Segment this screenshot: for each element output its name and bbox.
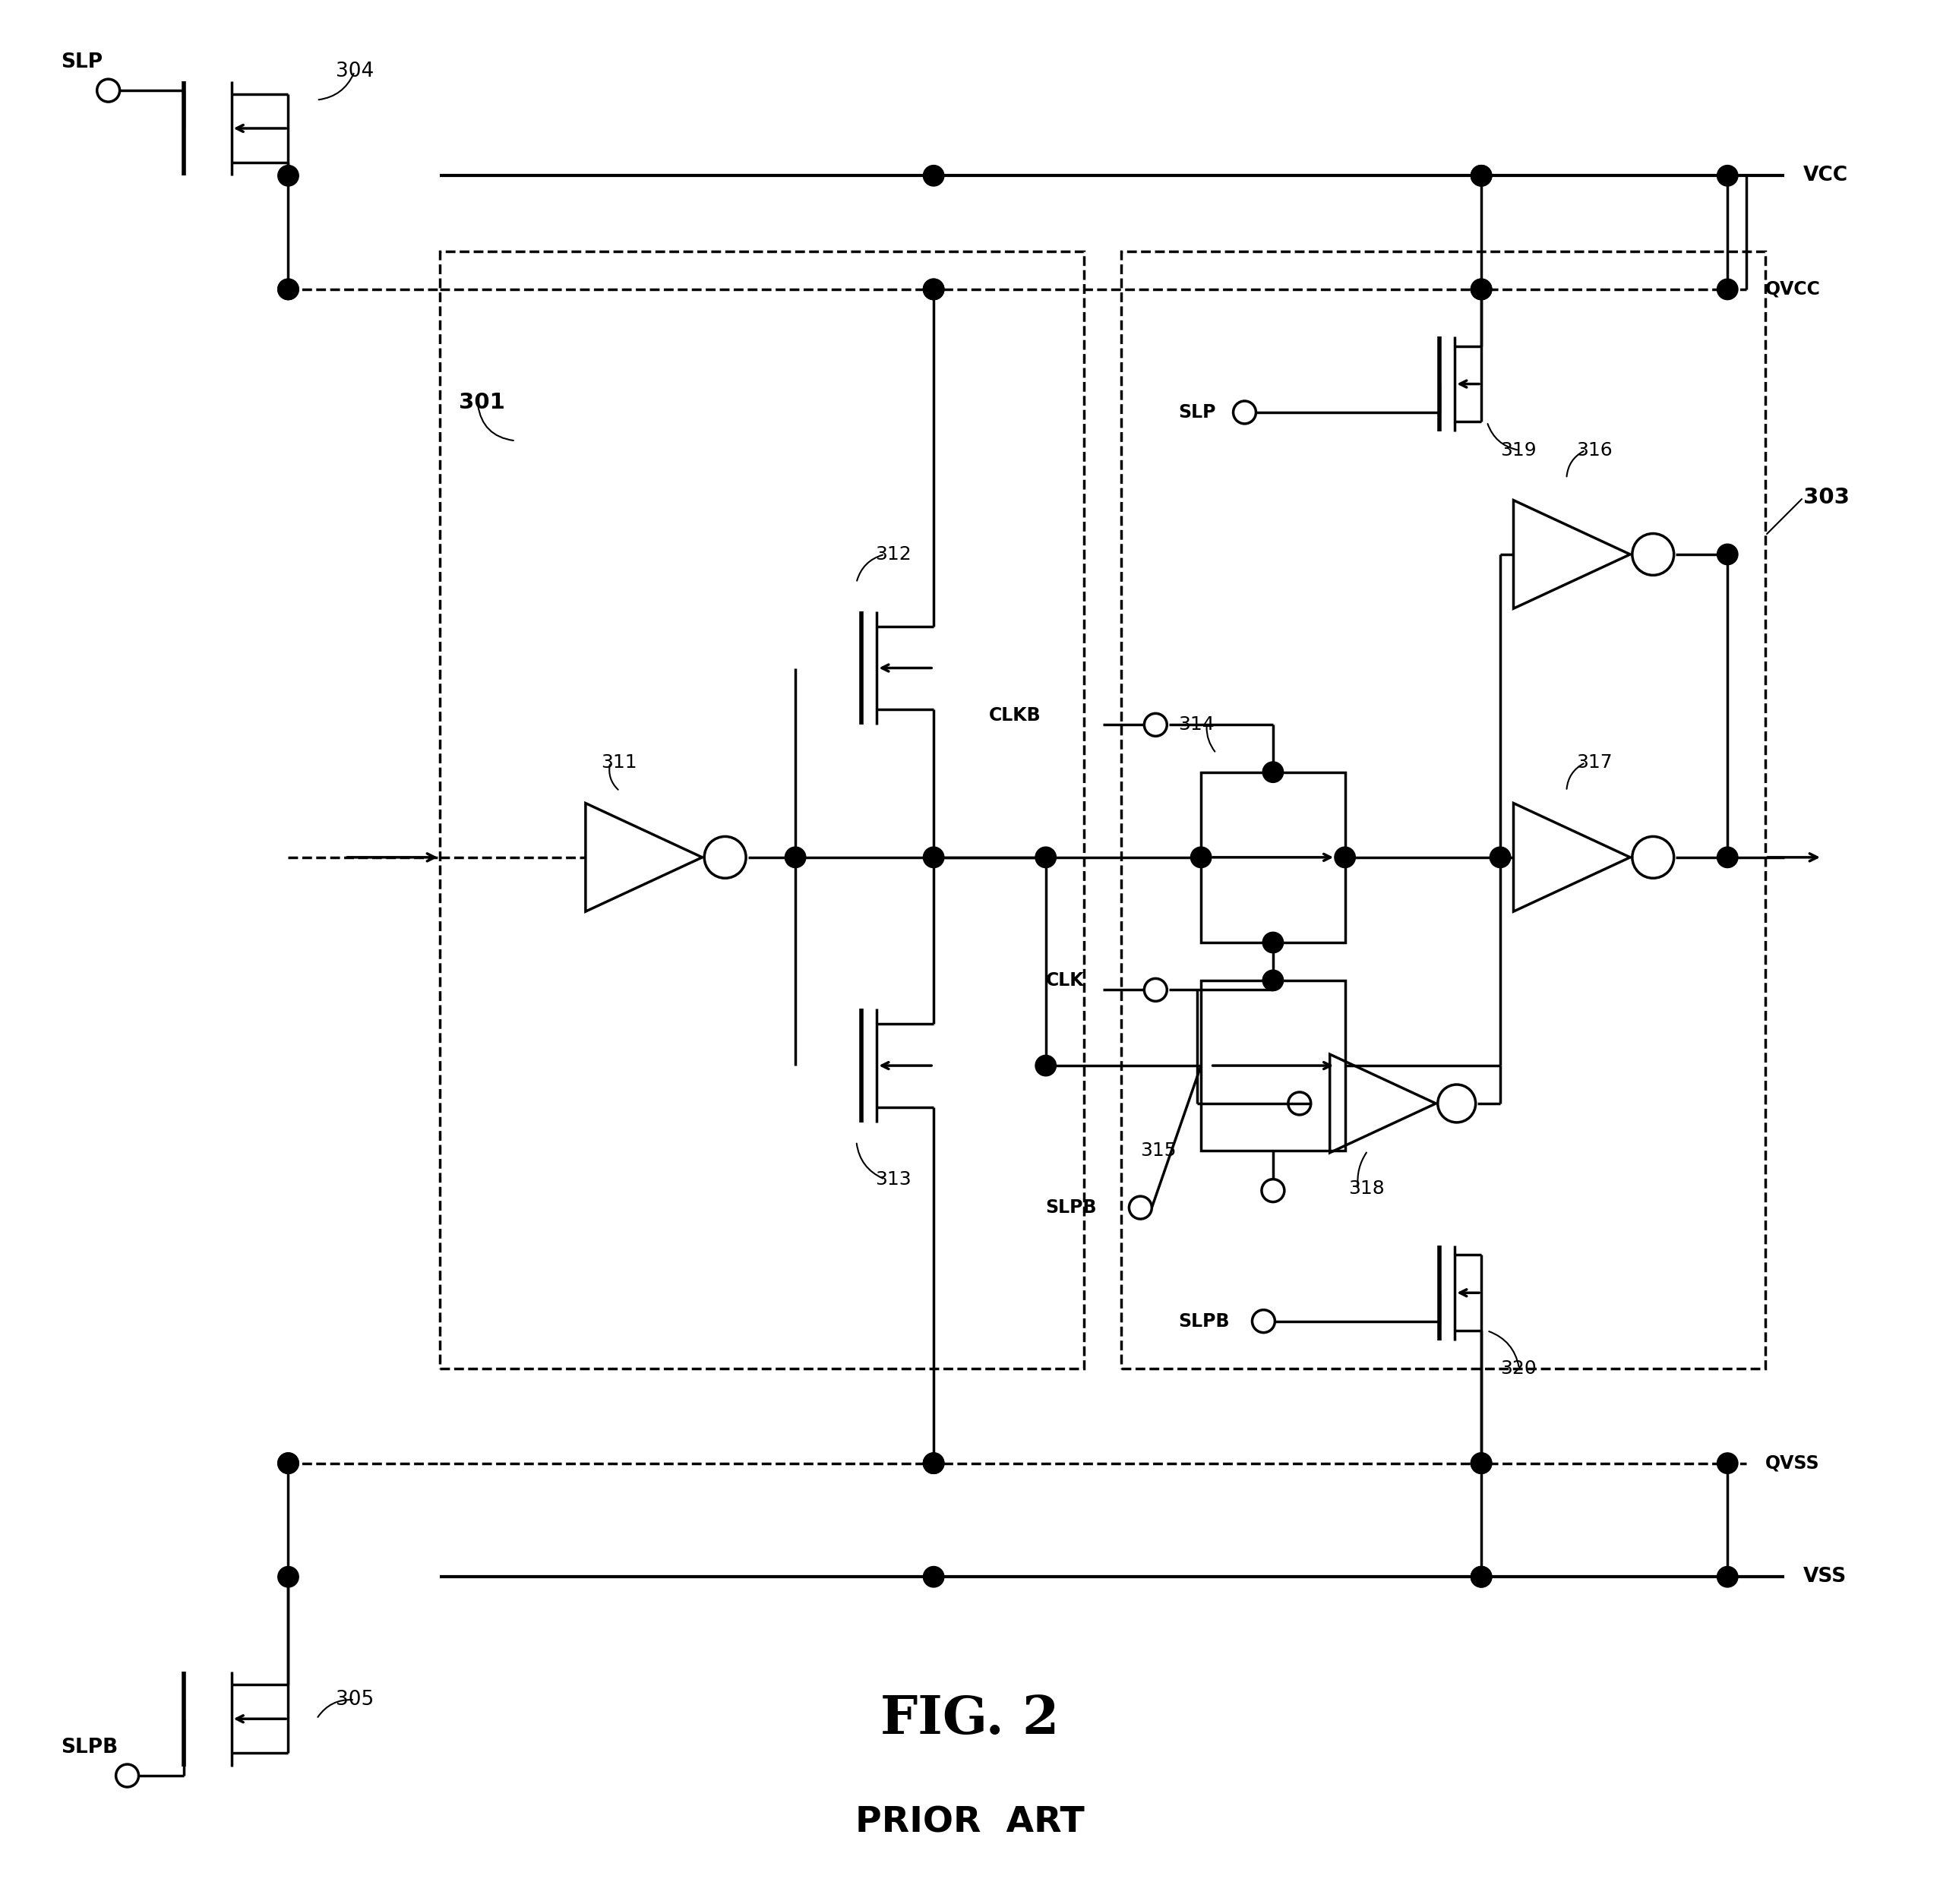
Circle shape [786,847,805,868]
Circle shape [1471,166,1492,187]
Circle shape [1036,1055,1055,1076]
Circle shape [1036,847,1055,868]
Circle shape [1263,762,1284,783]
Circle shape [1471,278,1492,299]
Circle shape [1471,1453,1492,1474]
Text: 301: 301 [458,392,504,413]
Text: 311: 311 [601,754,636,771]
Bar [440,251,1084,1369]
Text: QVSS: QVSS [1765,1455,1820,1472]
Circle shape [1717,545,1738,565]
Text: 304: 304 [336,61,374,82]
Circle shape [277,278,299,299]
Text: SLPB: SLPB [1178,1312,1230,1331]
Text: CLK: CLK [1046,971,1084,990]
Text: 317: 317 [1575,754,1612,771]
Circle shape [923,166,945,187]
Text: SLP: SLP [1178,404,1216,421]
Text: CLKB: CLKB [989,706,1042,724]
Circle shape [923,1567,945,1588]
Circle shape [1263,933,1284,952]
Circle shape [277,1453,299,1474]
Circle shape [1471,1453,1492,1474]
Text: SLPB: SLPB [60,1736,118,1757]
Circle shape [277,166,299,187]
Text: SLPB: SLPB [1046,1198,1096,1217]
Circle shape [923,1453,945,1474]
Circle shape [277,1567,299,1588]
Text: 318: 318 [1348,1180,1385,1198]
Circle shape [1717,847,1738,868]
Circle shape [1490,847,1511,868]
Bar [1121,251,1765,1369]
Circle shape [277,278,299,299]
Text: QVCC: QVCC [1765,280,1822,299]
Text: 305: 305 [336,1691,374,1710]
Circle shape [1717,1453,1738,1474]
Circle shape [923,847,945,868]
Circle shape [1471,1567,1492,1588]
Bar [1201,773,1344,942]
Text: 320: 320 [1500,1359,1536,1378]
Circle shape [1335,847,1356,868]
Circle shape [923,278,945,299]
Text: 315: 315 [1141,1142,1176,1160]
Circle shape [1717,1567,1738,1588]
Text: PRIOR  ART: PRIOR ART [856,1805,1084,1839]
Circle shape [1471,278,1492,299]
Text: 312: 312 [875,545,912,564]
Circle shape [923,278,945,299]
Text: 319: 319 [1500,442,1536,459]
Text: 303: 303 [1804,487,1849,508]
Text: VCC: VCC [1804,166,1849,185]
Text: VSS: VSS [1804,1567,1847,1586]
Circle shape [1717,166,1738,187]
Text: FIG. 2: FIG. 2 [881,1693,1059,1744]
Circle shape [1471,166,1492,187]
Circle shape [1717,278,1738,299]
Circle shape [277,1453,299,1474]
Text: 316: 316 [1575,442,1612,459]
Circle shape [1471,1567,1492,1588]
Text: SLP: SLP [60,51,103,72]
Circle shape [1191,847,1211,868]
Text: 314: 314 [1178,716,1214,733]
Text: 313: 313 [875,1171,912,1188]
Bar [1201,981,1344,1150]
Circle shape [923,1453,945,1474]
Circle shape [1263,969,1284,990]
